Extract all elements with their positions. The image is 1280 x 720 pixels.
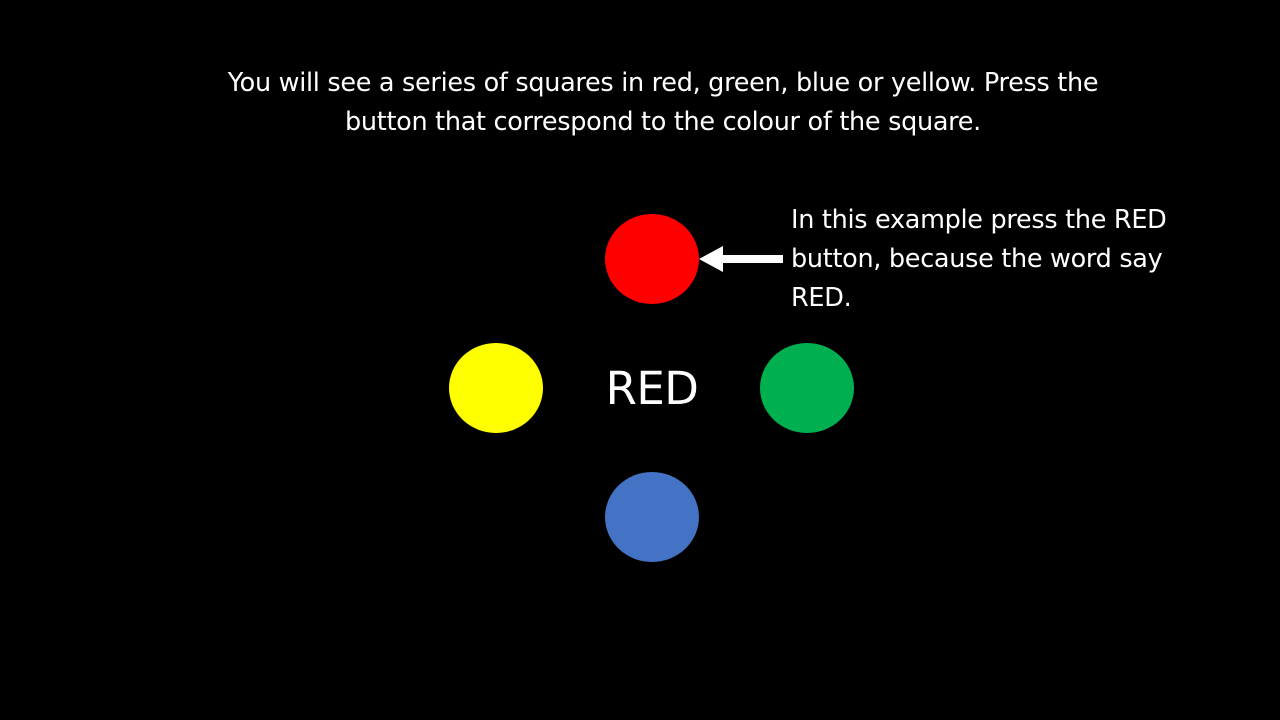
left-arrow-icon bbox=[699, 246, 783, 272]
instructions-text: You will see a series of squares in red,… bbox=[180, 64, 1146, 142]
example-note-line-2: button, because the word say bbox=[791, 244, 1163, 274]
yellow-button[interactable] bbox=[449, 343, 543, 433]
red-button[interactable] bbox=[605, 214, 699, 304]
example-note-line-3: RED. bbox=[791, 283, 852, 313]
instructions-line-2: button that correspond to the colour of … bbox=[345, 107, 981, 137]
arrow-head bbox=[699, 246, 723, 272]
example-note: In this example press the RED button, be… bbox=[791, 201, 1261, 318]
instructions-line-1: You will see a series of squares in red,… bbox=[227, 68, 1099, 98]
blue-button[interactable] bbox=[605, 472, 699, 562]
green-button[interactable] bbox=[760, 343, 854, 433]
stimulus-word: RED bbox=[605, 362, 699, 415]
example-note-line-1: In this example press the RED bbox=[791, 205, 1167, 235]
arrow-shaft bbox=[721, 255, 783, 263]
